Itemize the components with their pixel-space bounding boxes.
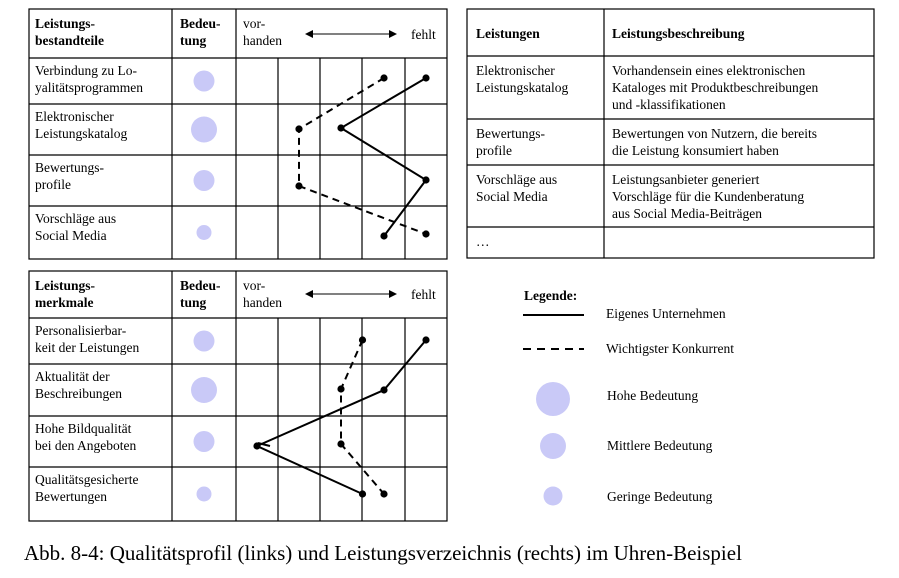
profile2-header-features: Leistungs-merkmale bbox=[35, 278, 95, 310]
legend-high-bubble bbox=[536, 382, 570, 416]
profile2-row-label: Qualitätsgesicherte Bewertungen bbox=[35, 472, 138, 504]
profile1-importance-bubble bbox=[193, 170, 215, 191]
services-row-description: Bewertungen von Nutzern, die bereits die … bbox=[612, 126, 817, 158]
profile2-importance-bubble bbox=[196, 486, 212, 502]
profile2-importance-bubble bbox=[193, 431, 215, 452]
profile1-header-missing: fehlt bbox=[411, 27, 436, 42]
service-directory-table: Leistungen Leistungsbeschreibung Elektro… bbox=[466, 8, 875, 259]
profile1-competitor-line bbox=[298, 77, 427, 235]
profile2-competitor-point bbox=[337, 385, 345, 393]
profile1-row-label: Elektronischer Leistungskatalog bbox=[35, 109, 127, 141]
profile2-grid bbox=[28, 270, 448, 522]
legend-title: Legende: bbox=[524, 288, 577, 303]
quality-profile-table-2: Leistungs-merkmale Bedeu-tung vor-handen… bbox=[28, 270, 448, 522]
profile2-header-present: vor-handen bbox=[243, 278, 282, 310]
profile2-competitor-point bbox=[380, 490, 388, 498]
services-row-service: … bbox=[476, 234, 490, 249]
profile2-header-importance: Bedeu-tung bbox=[180, 278, 221, 310]
profile2-own-point bbox=[422, 336, 430, 344]
profile2-competitor-point bbox=[337, 440, 345, 448]
services-row-description: Leistungsanbieter generiert Vorschläge fü… bbox=[612, 172, 804, 221]
profile2-own-point bbox=[358, 490, 367, 498]
services-header-description: Leistungsbeschreibung bbox=[612, 26, 745, 41]
legend-low-importance: Geringe Bedeutung bbox=[607, 489, 713, 504]
profile1-importance-bubble bbox=[191, 116, 217, 143]
services-grid bbox=[466, 8, 875, 259]
profile1-competitor-point bbox=[295, 182, 303, 190]
profile2-row-label: Personalisierbar-keit der Leistungen bbox=[35, 323, 139, 355]
figure-caption: Abb. 8-4: Qualitätsprofil (links) und Le… bbox=[24, 541, 742, 565]
profile1-own-point bbox=[422, 176, 430, 184]
services-row-description: Vorhandensein eines elektronischen Katalo… bbox=[612, 63, 818, 112]
profile2-competitor-line bbox=[340, 339, 385, 495]
profile2-row-label: Aktualität der Beschreibungen bbox=[35, 369, 122, 401]
profile2-row-label: Hohe Bildqualität bei den Angeboten bbox=[35, 421, 136, 453]
profile1-own-point bbox=[422, 74, 430, 82]
profile1-competitor-point bbox=[295, 125, 303, 133]
legend-high-importance: Hohe Bedeutung bbox=[607, 388, 698, 403]
profile1-row-label: Vorschläge aus Social Media bbox=[35, 211, 116, 243]
profile1-header-components: Leistungs-bestandteile bbox=[35, 16, 104, 48]
profile2-profile-lines bbox=[253, 336, 430, 498]
profile1-own-point bbox=[380, 232, 388, 240]
profile1-row-label: Verbindung zu Lo-yalitätsprogrammen bbox=[35, 63, 143, 95]
profile2-importance-bubble bbox=[191, 377, 217, 403]
profile1-competitor-point bbox=[380, 74, 388, 82]
profile2-row-labels: Personalisierbar-keit der Leistungen Aktu… bbox=[35, 323, 139, 504]
legend-own-company: Eigenes Unternehmen bbox=[606, 306, 726, 321]
profile2-importance-bubbles bbox=[191, 330, 217, 502]
profile2-own-line-tail bbox=[257, 442, 271, 447]
profile2-competitor-point bbox=[358, 336, 367, 344]
profile1-header-importance: Bedeu-tung bbox=[180, 16, 221, 48]
profile1-importance-bubble bbox=[196, 225, 212, 240]
legend-competitor: Wichtigster Konkurrent bbox=[606, 341, 734, 356]
legend-low-bubble bbox=[543, 486, 563, 506]
services-row-service: Elektronischer Leistungskatalog bbox=[476, 63, 568, 95]
profile1-importance-bubbles bbox=[191, 70, 217, 240]
legend-medium-bubble bbox=[540, 433, 566, 459]
profile1-profile-lines bbox=[295, 74, 430, 240]
legend: Legende: Eigenes Unternehmen Wichtigster… bbox=[523, 288, 734, 506]
services-row-service: Bewertungs-profile bbox=[476, 126, 545, 158]
profile1-importance-bubble bbox=[193, 70, 215, 92]
services-rows: Elektronischer Leistungskatalog Vorhandens… bbox=[476, 63, 818, 249]
services-header-services: Leistungen bbox=[476, 26, 540, 41]
profile1-row-label: Bewertungs-profile bbox=[35, 160, 104, 192]
profile1-own-point bbox=[337, 124, 345, 132]
profile2-own-point bbox=[380, 386, 388, 394]
profile1-row-labels: Verbindung zu Lo-yalitätsprogrammen Elekt… bbox=[35, 63, 143, 243]
legend-medium-importance: Mittlere Bedeutung bbox=[607, 438, 713, 453]
profile1-own-company-line bbox=[339, 77, 428, 237]
profile2-importance-bubble bbox=[193, 330, 215, 352]
profile2-own-company-line bbox=[254, 339, 427, 495]
profile2-header-missing: fehlt bbox=[411, 287, 436, 302]
quality-profile-table-1: Leistungs-bestandteile Bedeu-tung vor-ha… bbox=[28, 8, 448, 260]
profile1-header-present: vor-handen bbox=[243, 16, 282, 48]
services-row-service: Vorschläge aus Social Media bbox=[476, 172, 557, 204]
profile1-competitor-point bbox=[422, 230, 430, 238]
